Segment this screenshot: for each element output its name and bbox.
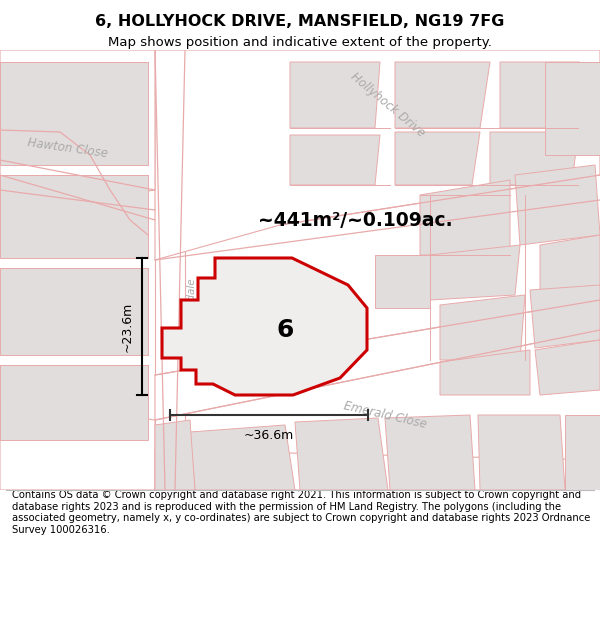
Text: Contains OS data © Crown copyright and database right 2021. This information is : Contains OS data © Crown copyright and d… bbox=[12, 490, 590, 535]
Polygon shape bbox=[430, 245, 520, 300]
Polygon shape bbox=[162, 258, 367, 395]
Text: 6, HOLLYHOCK DRIVE, MANSFIELD, NG19 7FG: 6, HOLLYHOCK DRIVE, MANSFIELD, NG19 7FG bbox=[95, 14, 505, 29]
Polygon shape bbox=[290, 135, 380, 185]
Polygon shape bbox=[395, 132, 480, 185]
Polygon shape bbox=[395, 62, 490, 128]
Polygon shape bbox=[0, 50, 155, 205]
Polygon shape bbox=[440, 350, 530, 395]
Polygon shape bbox=[0, 365, 148, 440]
Polygon shape bbox=[530, 285, 600, 348]
Polygon shape bbox=[155, 420, 195, 490]
Text: ~36.6m: ~36.6m bbox=[244, 429, 294, 442]
Polygon shape bbox=[540, 235, 600, 295]
Polygon shape bbox=[0, 175, 148, 258]
Polygon shape bbox=[535, 340, 600, 395]
Text: Hawton Close: Hawton Close bbox=[27, 136, 109, 160]
Polygon shape bbox=[500, 62, 580, 128]
Polygon shape bbox=[190, 425, 295, 490]
Polygon shape bbox=[545, 62, 600, 155]
Polygon shape bbox=[0, 268, 148, 355]
Polygon shape bbox=[420, 180, 510, 255]
Polygon shape bbox=[478, 415, 565, 490]
Polygon shape bbox=[0, 62, 148, 165]
Text: 6: 6 bbox=[277, 318, 293, 342]
Text: ~23.6m: ~23.6m bbox=[121, 301, 134, 352]
Polygon shape bbox=[375, 255, 430, 308]
Polygon shape bbox=[155, 450, 600, 490]
Polygon shape bbox=[155, 50, 185, 490]
Text: Map shows position and indicative extent of the property.: Map shows position and indicative extent… bbox=[108, 36, 492, 49]
Polygon shape bbox=[515, 165, 600, 245]
Polygon shape bbox=[155, 50, 600, 260]
Polygon shape bbox=[385, 415, 475, 490]
Polygon shape bbox=[440, 295, 525, 360]
Text: Hollyhock Drive: Hollyhock Drive bbox=[348, 70, 428, 140]
Polygon shape bbox=[155, 300, 600, 420]
Polygon shape bbox=[490, 132, 578, 185]
Polygon shape bbox=[295, 418, 388, 490]
Polygon shape bbox=[0, 400, 155, 490]
Text: Little Debdale: Little Debdale bbox=[187, 279, 197, 351]
Text: Emerald Close: Emerald Close bbox=[342, 399, 428, 431]
Polygon shape bbox=[290, 62, 380, 128]
Polygon shape bbox=[565, 415, 600, 490]
Text: ~441m²/~0.109ac.: ~441m²/~0.109ac. bbox=[257, 211, 452, 229]
